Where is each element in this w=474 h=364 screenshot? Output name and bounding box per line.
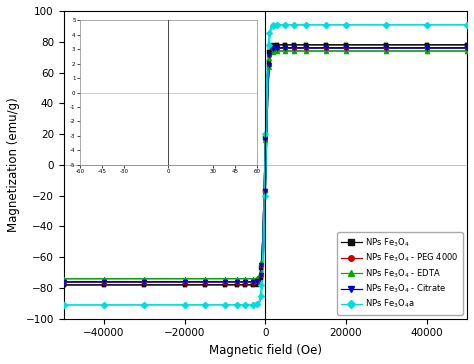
Legend: NPs Fe$_3$O$_4$, NPs Fe$_3$O$_4$ - PEG 4000, NPs Fe$_3$O$_4$ - EDTA, NPs Fe$_3$O: NPs Fe$_3$O$_4$, NPs Fe$_3$O$_4$ - PEG 4…	[337, 232, 463, 314]
X-axis label: Magnetic field (Oe): Magnetic field (Oe)	[209, 344, 322, 357]
Y-axis label: Magnetization (emu/g): Magnetization (emu/g)	[7, 98, 20, 232]
